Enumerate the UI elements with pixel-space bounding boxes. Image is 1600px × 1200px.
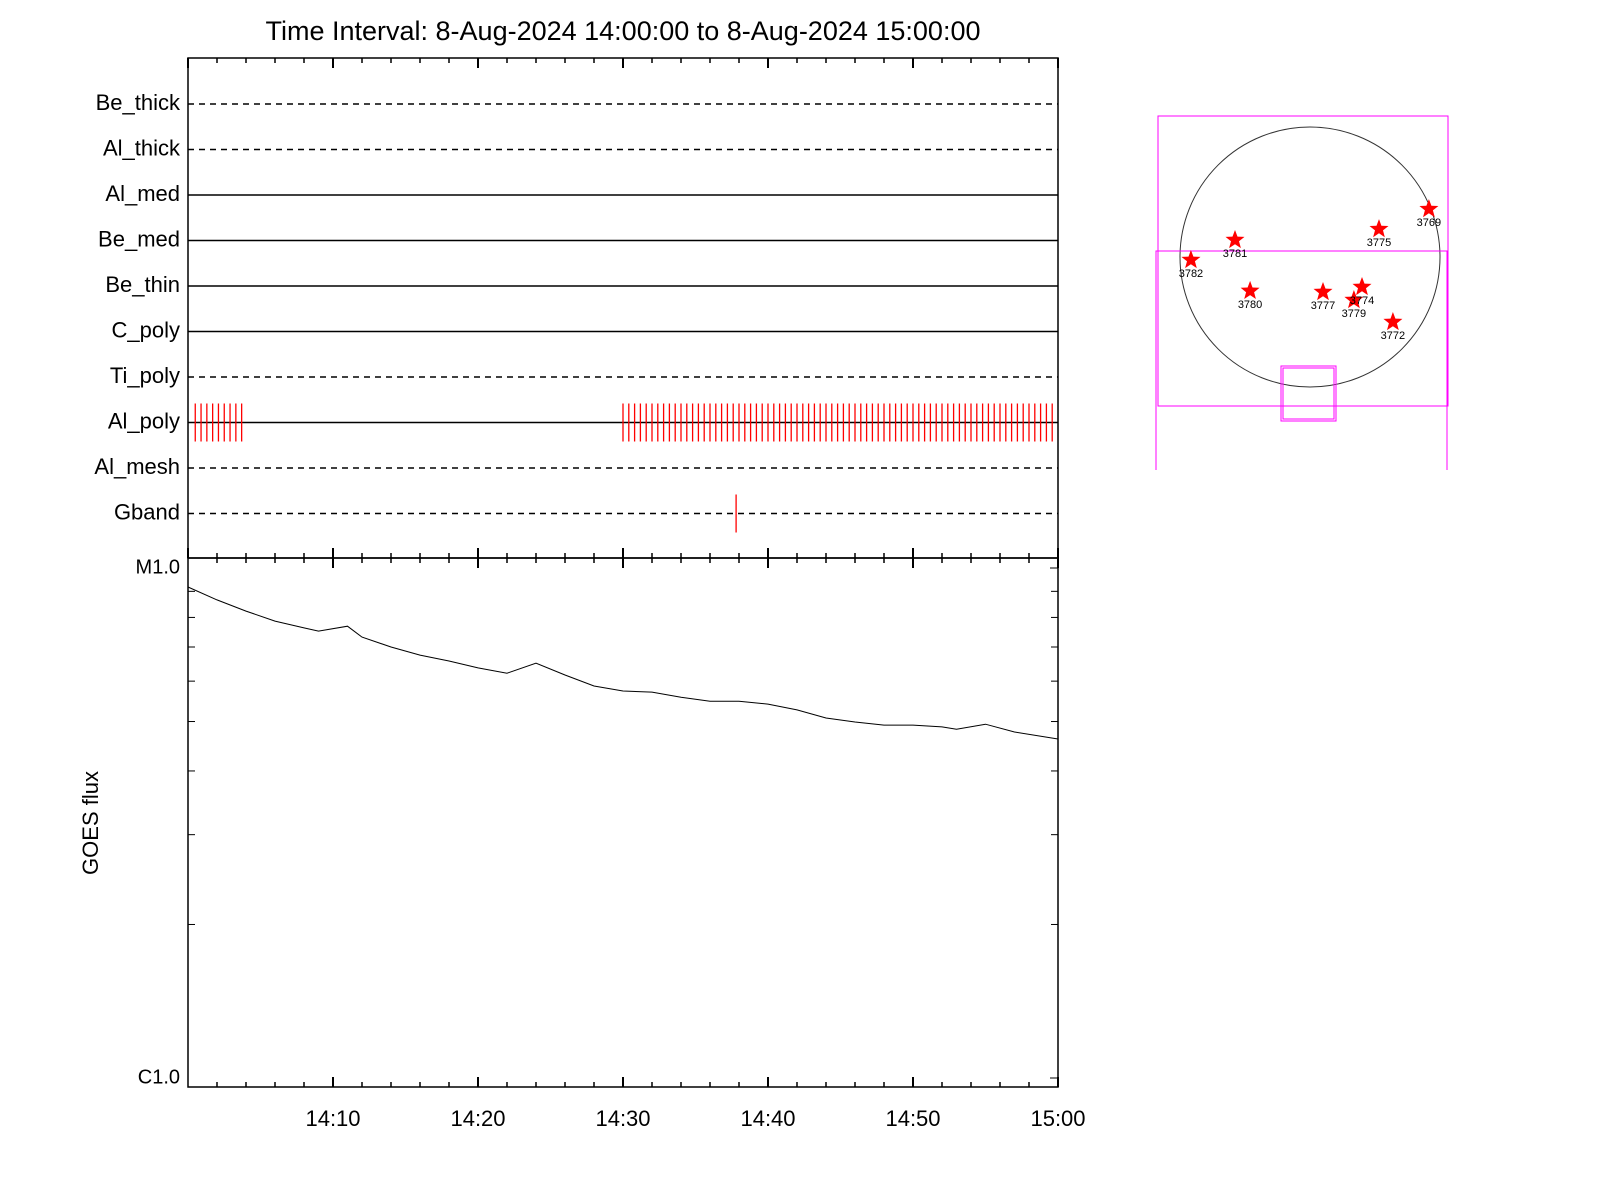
x-tick-label: 14:10 bbox=[305, 1106, 360, 1131]
fov-box bbox=[1155, 250, 1448, 470]
chart-title: Time Interval: 8-Aug-2024 14:00:00 to 8-… bbox=[266, 16, 981, 46]
row-label: Al_med bbox=[105, 181, 180, 206]
x-tick-label: 15:00 bbox=[1030, 1106, 1085, 1131]
y-tick-label: C1.0 bbox=[138, 1066, 180, 1088]
row-label: Be_thin bbox=[105, 272, 180, 297]
row-label: C_poly bbox=[112, 317, 180, 342]
x-tick-label: 14:20 bbox=[450, 1106, 505, 1131]
flux-frame bbox=[187, 557, 1059, 1088]
flux-line bbox=[187, 586, 1059, 740]
row-label: Al_thick bbox=[103, 135, 181, 160]
timeline-frame bbox=[187, 57, 1059, 559]
x-tick-label: 14:50 bbox=[885, 1106, 940, 1131]
active-region bbox=[1181, 250, 1201, 269]
active-region bbox=[1240, 280, 1260, 299]
active-region bbox=[1344, 290, 1364, 309]
row-label: Be_med bbox=[98, 226, 180, 251]
region-label: 3777 bbox=[1311, 300, 1335, 312]
fov-box bbox=[1157, 115, 1449, 407]
region-label: 3772 bbox=[1381, 330, 1405, 342]
y-axis-label: GOES flux bbox=[78, 771, 103, 875]
region-label: 3779 bbox=[1342, 308, 1366, 320]
row-label: Al_poly bbox=[108, 408, 180, 433]
fov-box bbox=[1282, 367, 1335, 420]
row-label: Be_thick bbox=[96, 90, 181, 115]
row-label: Ti_poly bbox=[110, 363, 180, 388]
region-label: 3782 bbox=[1179, 268, 1203, 280]
region-label: 3769 bbox=[1417, 217, 1441, 229]
region-label: 3781 bbox=[1223, 248, 1247, 260]
x-tick-label: 14:40 bbox=[740, 1106, 795, 1131]
x-tick-label: 14:30 bbox=[595, 1106, 650, 1131]
active-region bbox=[1313, 282, 1333, 301]
solar-disk bbox=[1179, 126, 1441, 388]
active-region bbox=[1419, 199, 1439, 218]
region-label: 3775 bbox=[1367, 237, 1391, 249]
active-region bbox=[1383, 312, 1403, 331]
row-label: Gband bbox=[114, 499, 180, 524]
row-label: Al_mesh bbox=[94, 454, 180, 479]
fov-box bbox=[1280, 365, 1337, 422]
active-region bbox=[1369, 219, 1389, 238]
sun-map bbox=[1155, 115, 1449, 470]
y-tick-label: M1.0 bbox=[136, 556, 180, 578]
active-region bbox=[1352, 277, 1372, 296]
region-label: 3774 bbox=[1350, 295, 1374, 307]
active-region bbox=[1225, 230, 1245, 249]
region-label: 3780 bbox=[1238, 299, 1262, 311]
